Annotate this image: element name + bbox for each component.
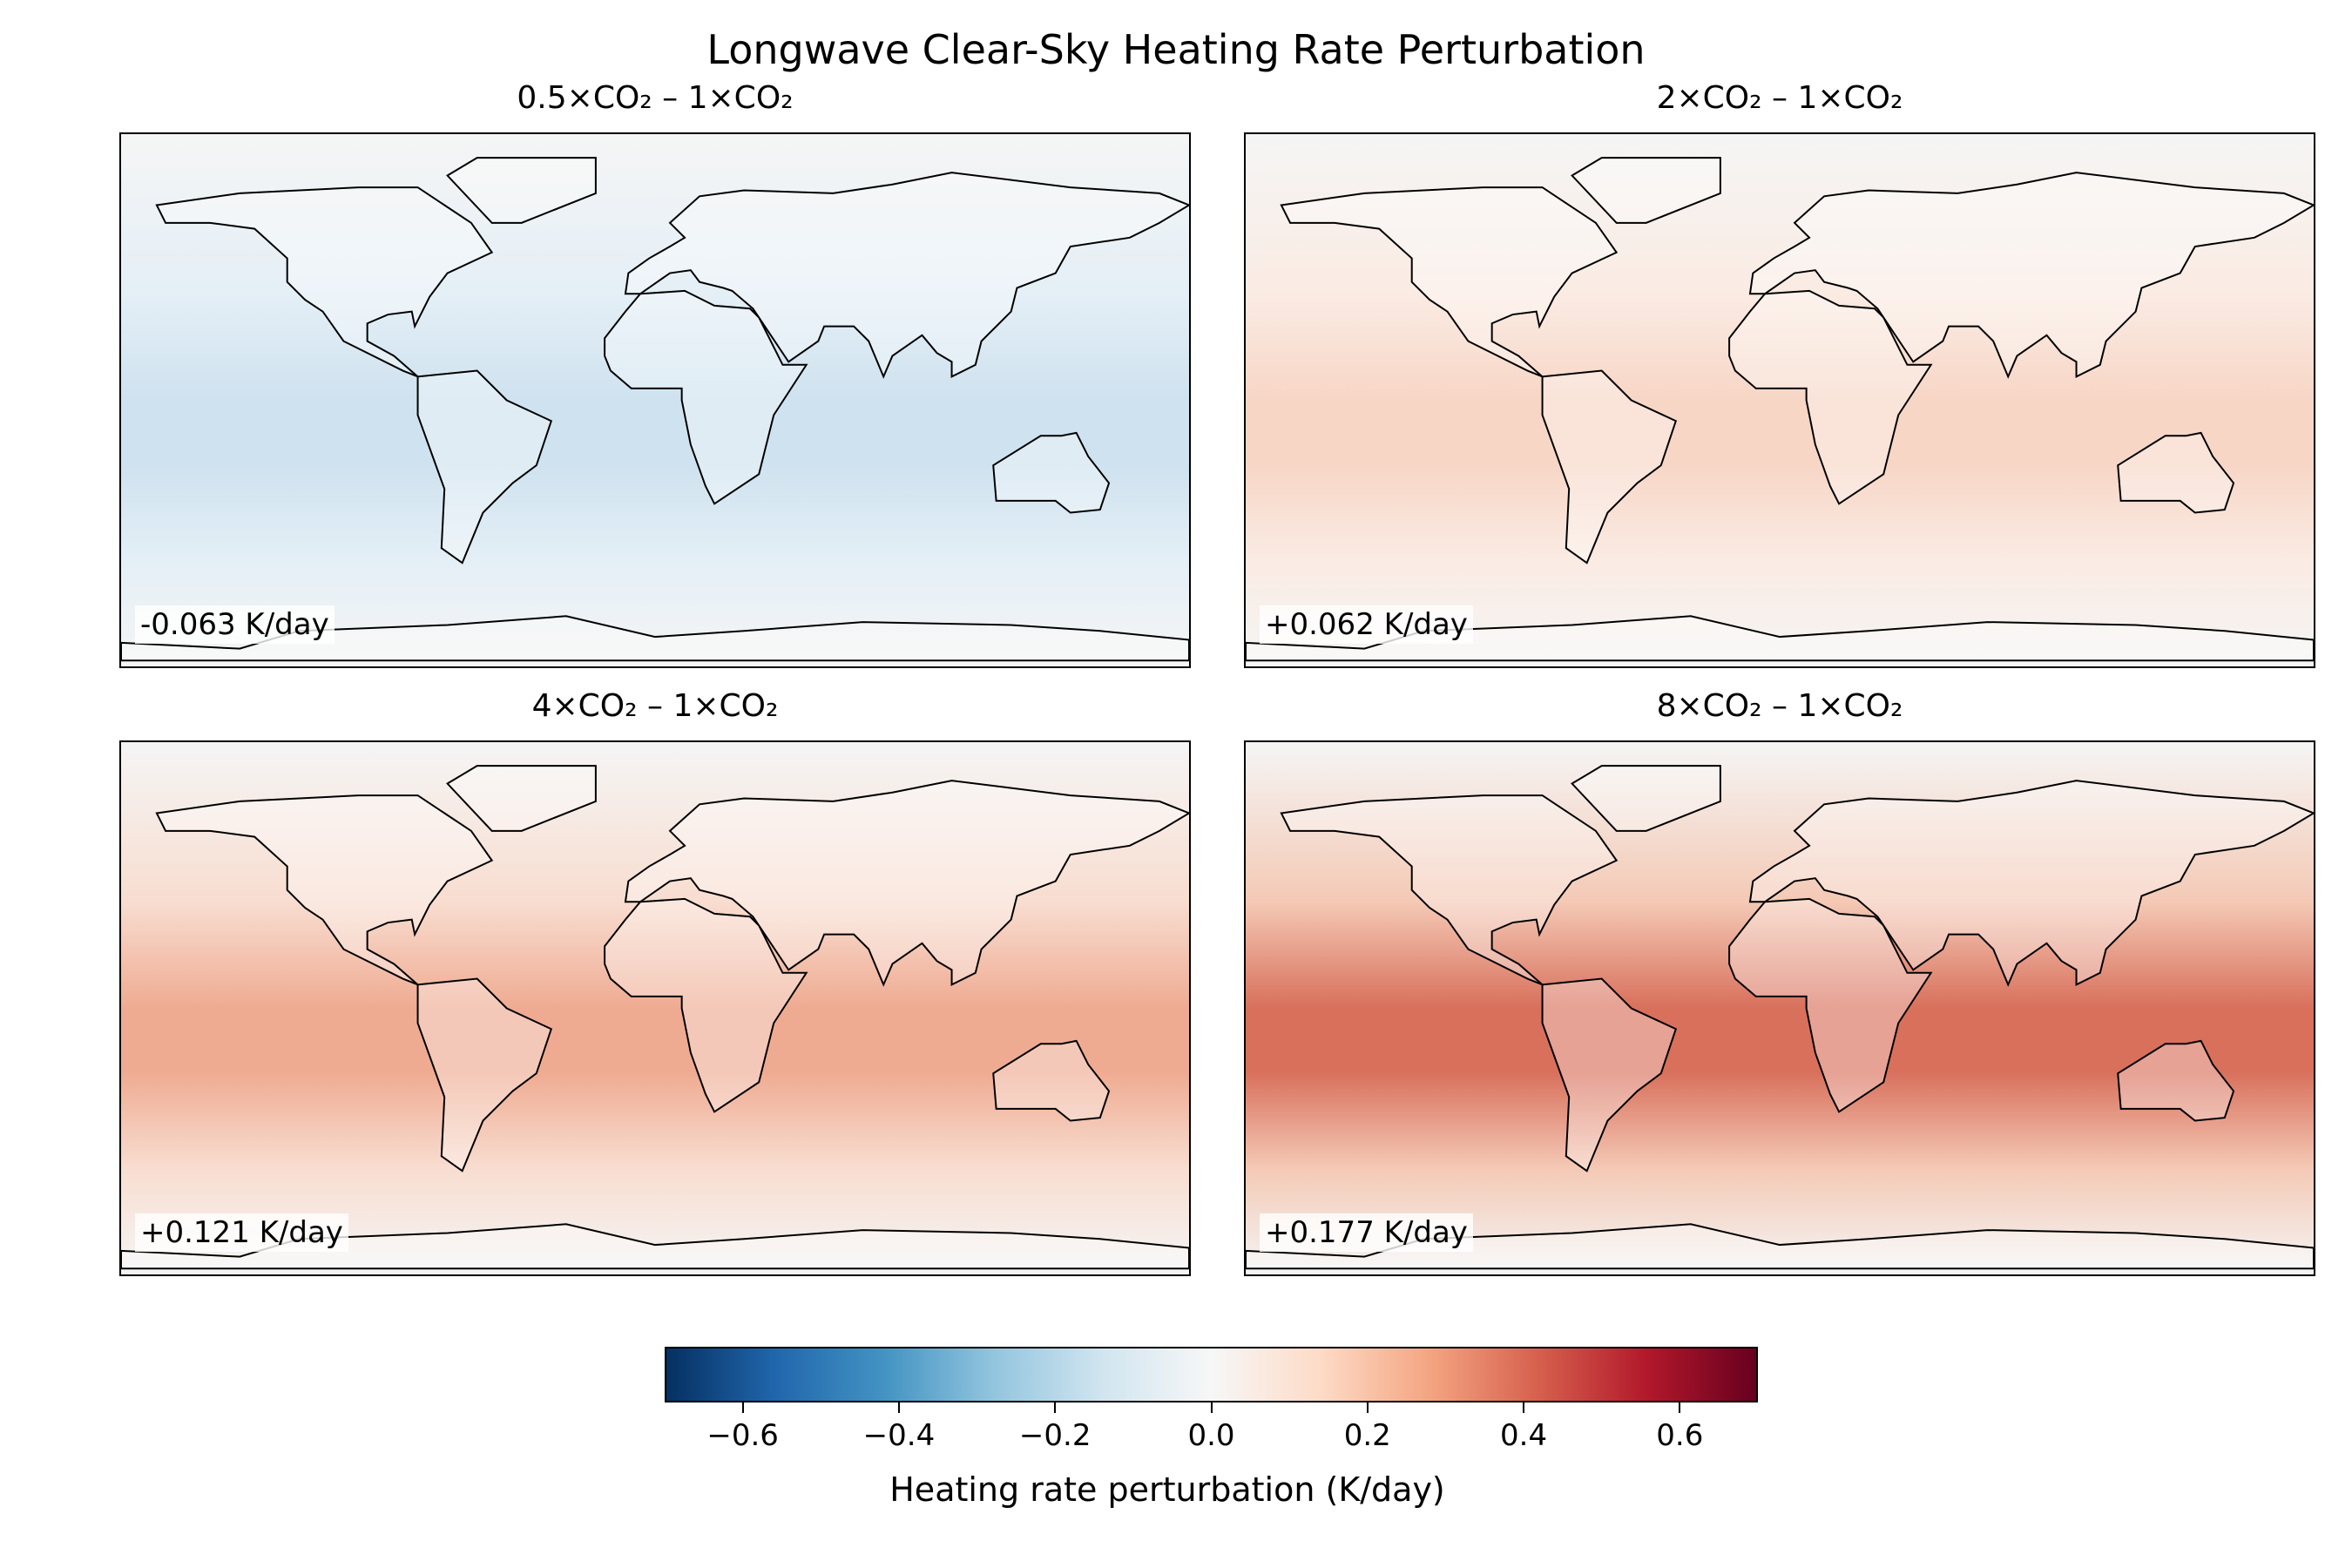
colorbar-tick	[1054, 1402, 1057, 1413]
coastline	[625, 172, 1189, 376]
panel-title: 0.5×CO₂ – 1×CO₂	[517, 80, 794, 116]
global-mean-annotation: -0.063 K/day	[135, 605, 335, 644]
coastline	[157, 795, 492, 984]
field-background	[121, 742, 1189, 1274]
colorbar	[665, 1347, 1758, 1402]
coastline	[1729, 899, 1931, 1112]
heatmap	[119, 132, 1191, 668]
coastline	[418, 979, 551, 1172]
map-panel: 0.5×CO₂ – 1×CO₂ -0.063 K/day	[119, 80, 1191, 668]
colorbar-tick-label: −0.2	[1018, 1418, 1092, 1453]
field-background	[1246, 134, 2314, 666]
coastline	[1281, 795, 1617, 984]
coastline	[1246, 1224, 2314, 1268]
coastline	[121, 1224, 1189, 1268]
coastline	[157, 187, 492, 376]
map-panel: 8×CO₂ – 1×CO₂ +0.177 K/day	[1244, 688, 2315, 1276]
panel-title: 4×CO₂ – 1×CO₂	[531, 688, 779, 724]
panel-title: 2×CO₂ – 1×CO₂	[1656, 80, 1903, 116]
coastline	[1281, 187, 1617, 376]
coastline	[1572, 158, 1720, 223]
coastline	[1543, 371, 1676, 564]
world-map	[121, 134, 1189, 666]
coastline	[448, 158, 596, 223]
coastline	[605, 899, 807, 1112]
colorbar-tick	[897, 1402, 900, 1413]
heatmap	[1244, 132, 2315, 668]
colorbar-tick	[1366, 1402, 1369, 1413]
coastline	[2118, 1041, 2234, 1121]
colorbar-tick-label: −0.4	[862, 1418, 936, 1453]
heatmap	[119, 740, 1191, 1276]
coastline	[448, 766, 596, 831]
coastline	[605, 291, 807, 504]
global-mean-annotation: +0.121 K/day	[135, 1213, 348, 1252]
world-map	[121, 742, 1189, 1274]
world-map	[1246, 742, 2314, 1274]
map-panel: 2×CO₂ – 1×CO₂ +0.062 K/day	[1244, 80, 2315, 668]
heatmap	[1244, 740, 2315, 1276]
global-mean-annotation: +0.177 K/day	[1260, 1213, 1473, 1252]
coastline	[993, 1041, 1109, 1121]
colorbar-tick-label: 0.4	[1500, 1418, 1548, 1453]
colorbar-tick-label: −0.6	[706, 1418, 779, 1453]
colorbar-tick-label: 0.6	[1656, 1418, 1704, 1453]
colorbar-tick-label: 0.0	[1187, 1418, 1235, 1453]
map-panel: 4×CO₂ – 1×CO₂ +0.121 K/day	[119, 688, 1191, 1276]
colorbar-tick-label: 0.2	[1343, 1418, 1391, 1453]
coastline	[1729, 291, 1931, 504]
colorbar-tick	[741, 1402, 744, 1413]
colorbar-tick	[1210, 1402, 1213, 1413]
coastline	[2118, 433, 2234, 513]
coastline	[993, 433, 1109, 513]
world-map	[1246, 134, 2314, 666]
field-background	[121, 134, 1189, 666]
coastline	[418, 371, 551, 564]
colorbar-label: Heating rate perturbation (K/day)	[889, 1470, 1445, 1509]
colorbar-tick	[1523, 1402, 1525, 1413]
coastline	[1750, 172, 2314, 376]
figure-title: Longwave Clear-Sky Heating Rate Perturba…	[706, 26, 1646, 73]
coastline	[1750, 781, 2314, 984]
coastline	[1572, 766, 1720, 831]
colorbar-tick	[1679, 1402, 1681, 1413]
coastline	[121, 616, 1189, 660]
global-mean-annotation: +0.062 K/day	[1260, 605, 1473, 644]
field-background	[1246, 742, 2314, 1274]
coastline	[625, 781, 1189, 984]
panel-title: 8×CO₂ – 1×CO₂	[1656, 688, 1903, 724]
coastline	[1246, 616, 2314, 660]
coastline	[1543, 979, 1676, 1172]
